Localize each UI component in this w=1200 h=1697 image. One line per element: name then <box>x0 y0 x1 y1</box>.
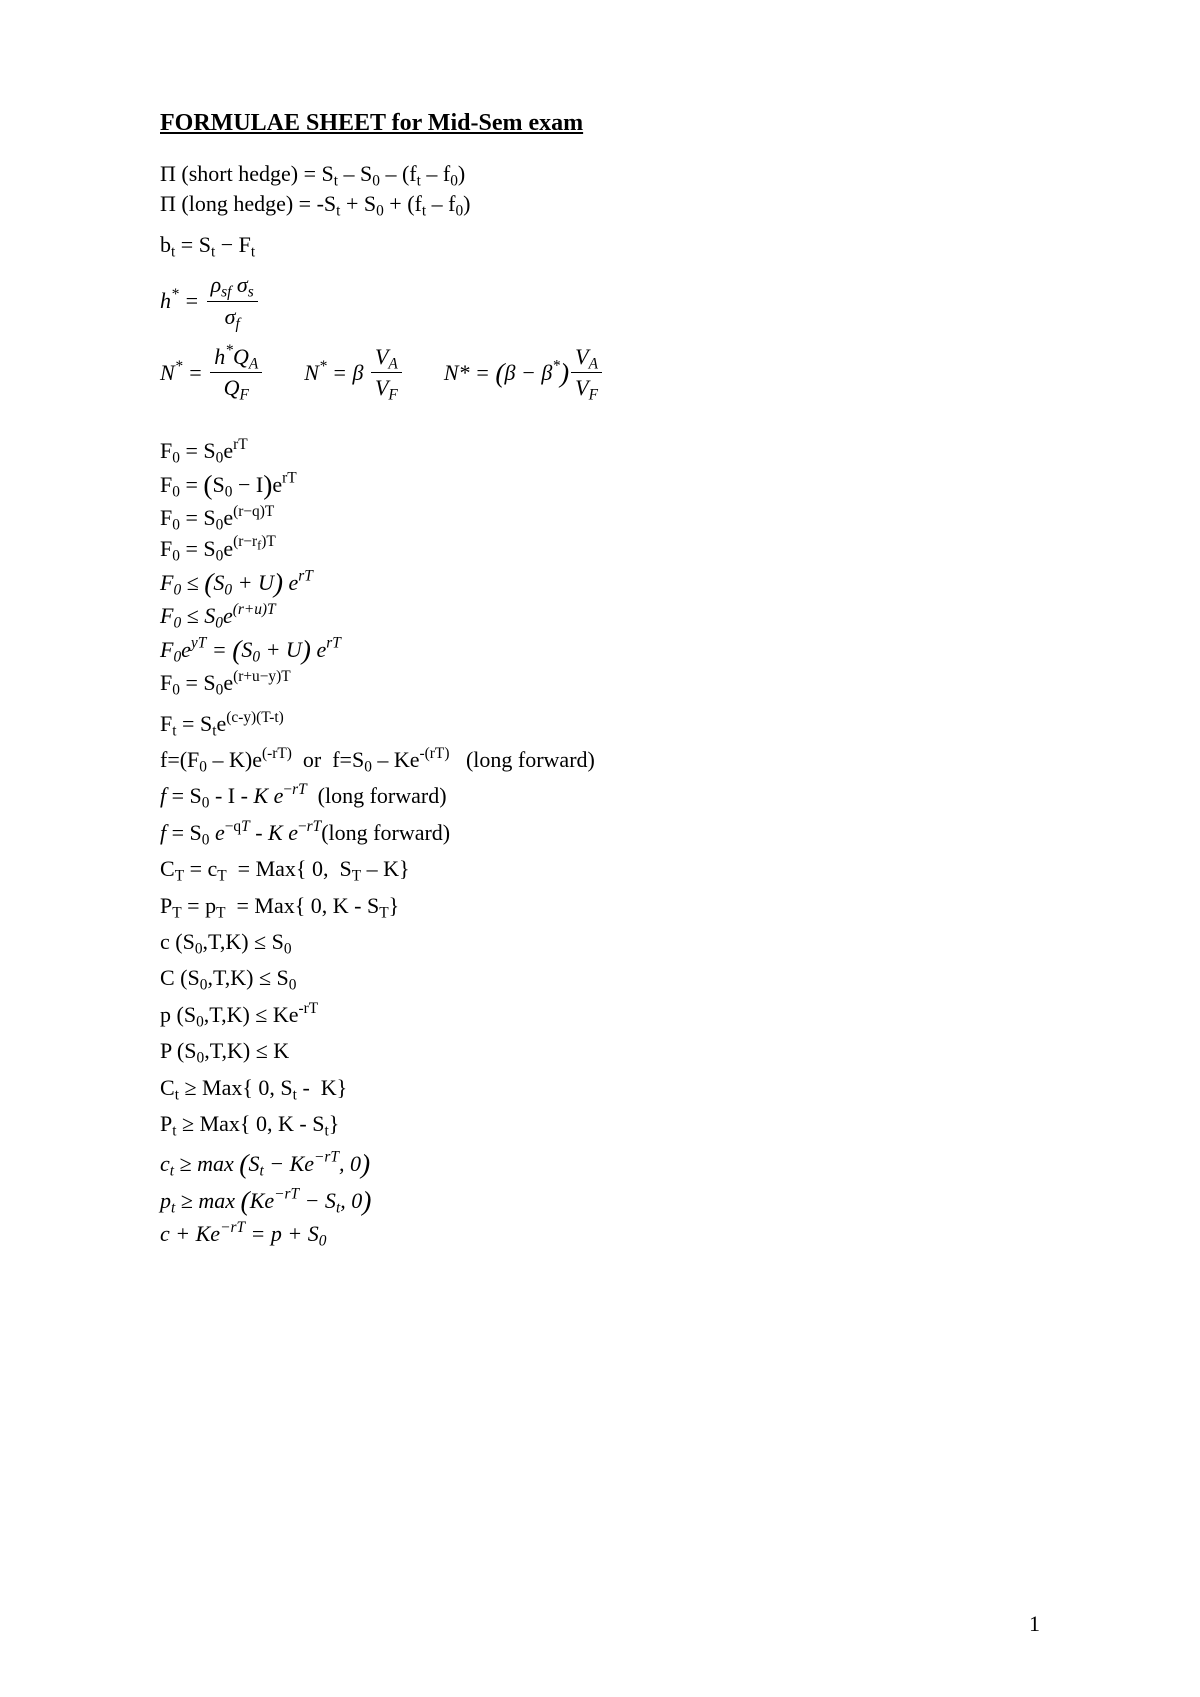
euro-call-upper-bound: c (S0,T,K) ≤ S0 <box>160 929 1040 955</box>
f0-formula-7: F0eyT = (S0 + U) erT <box>160 633 1040 666</box>
call-payoff: CT = cT = Max{ 0, ST – K} <box>160 856 1040 882</box>
f0-formula-3: F0 = S0e(r−q)T <box>160 505 1040 531</box>
amer-call-upper-bound: C (S0,T,K) ≤ S0 <box>160 965 1040 991</box>
hstar-formula: h* = ρsf σs σf <box>160 272 1040 330</box>
euro-bounds-parity: ct ≥ max (St − Ke−rT, 0) pt ≥ max (Ke−rT… <box>160 1147 1040 1247</box>
ft-formula: Ft = Ste(c-y)(T-t) <box>160 711 1040 737</box>
pi-short-hedge: Π (short hedge) = St – S0 – (ft – f0) <box>160 161 1040 187</box>
page-container: FORMULAE SHEET for Mid-Sem exam Π (short… <box>0 0 1200 1697</box>
put-call-parity: c + Ke−rT = p + S0 <box>160 1221 1040 1247</box>
forward-price-block: F0 = S0erT F0 = (S0 − I)erT F0 = S0e(r−q… <box>160 438 1040 697</box>
amer-put-lower-bound: Pt ≥ Max{ 0, K - St} <box>160 1111 1040 1137</box>
euro-put-upper-bound: p (S0,T,K) ≤ Ke-rT <box>160 1002 1040 1028</box>
fwd-value-2: f = S0 - I - K e−rT (long forward) <box>160 783 1040 809</box>
put-payoff: PT = pT = Max{ 0, K - ST} <box>160 893 1040 919</box>
nstar-formula-1: N* = h*QA QF <box>160 344 264 402</box>
fwd-value-3: f = S0 e−qT - K e−rT(long forward) <box>160 820 1040 846</box>
amer-call-lower-bound: Ct ≥ Max{ 0, St - K} <box>160 1075 1040 1101</box>
f0-formula-5: F0 ≤ (S0 + U) erT <box>160 566 1040 599</box>
page-title: FORMULAE SHEET for Mid-Sem exam <box>160 110 1040 137</box>
fwd-value-1: f=(F0 – K)e(-rT) or f=S0 – Ke-(rT) (long… <box>160 747 1040 773</box>
page-number: 1 <box>1029 1611 1040 1637</box>
nstar-formula-2: N* = β VA VF <box>304 344 404 402</box>
euro-call-lower-bound: ct ≥ max (St − Ke−rT, 0) <box>160 1147 1040 1180</box>
f0-formula-6: F0 ≤ S0e(r+u)T <box>160 603 1040 629</box>
nstar-row: N* = h*QA QF N* = β VA VF N* = (β − β*) … <box>160 344 1040 402</box>
amer-put-upper-bound: P (S0,T,K) ≤ K <box>160 1038 1040 1064</box>
hedge-profit-block: Π (short hedge) = St – S0 – (ft – f0) Π … <box>160 161 1040 218</box>
f0-formula-4: F0 = S0e(r−rf)T <box>160 536 1040 562</box>
nstar-formula-3: N* = (β − β*) VA VF <box>444 344 604 402</box>
f0-formula-8: F0 = S0e(r+u−y)T <box>160 670 1040 696</box>
pi-long-hedge: Π (long hedge) = -St + S0 + (ft – f0) <box>160 191 1040 217</box>
f0-formula-2: F0 = (S0 − I)erT <box>160 468 1040 501</box>
basis-formula: bt = St − Ft <box>160 232 1040 258</box>
f0-formula-1: F0 = S0erT <box>160 438 1040 464</box>
euro-put-lower-bound: pt ≥ max (Ke−rT − St, 0) <box>160 1184 1040 1217</box>
